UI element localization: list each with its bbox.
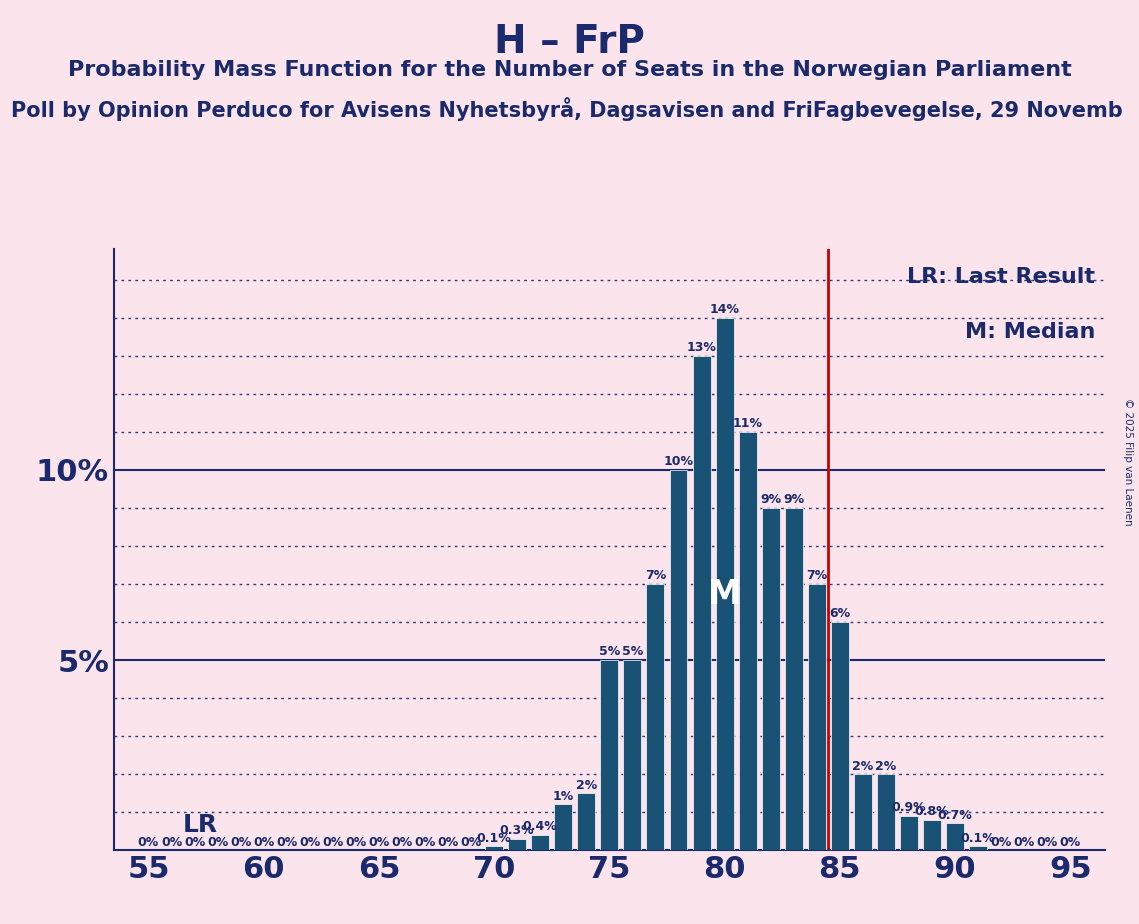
Text: 2%: 2%	[875, 760, 896, 772]
Bar	[785, 508, 803, 850]
Text: 0%: 0%	[322, 836, 344, 849]
Text: LR: Last Result: LR: Last Result	[907, 268, 1095, 287]
Text: 13%: 13%	[687, 341, 716, 355]
Text: 0%: 0%	[161, 836, 182, 849]
Text: 0.9%: 0.9%	[892, 801, 926, 814]
Bar	[923, 820, 941, 850]
Text: 0.4%: 0.4%	[523, 821, 558, 833]
Text: M: Median: M: Median	[965, 322, 1095, 342]
Bar	[485, 846, 503, 850]
Bar	[762, 508, 780, 850]
Text: 7%: 7%	[645, 569, 666, 582]
Bar	[508, 839, 526, 850]
Text: 1%: 1%	[552, 790, 574, 803]
Text: 0%: 0%	[437, 836, 459, 849]
Bar	[600, 660, 618, 850]
Bar	[900, 816, 918, 850]
Text: 9%: 9%	[784, 493, 804, 506]
Text: Probability Mass Function for the Number of Seats in the Norwegian Parliament: Probability Mass Function for the Number…	[67, 60, 1072, 80]
Text: M: M	[708, 578, 741, 611]
Text: 0%: 0%	[1036, 836, 1058, 849]
Bar	[623, 660, 641, 850]
Text: 10%: 10%	[664, 456, 694, 468]
Text: 0.7%: 0.7%	[937, 808, 973, 822]
Text: 5%: 5%	[622, 646, 644, 659]
Text: 0%: 0%	[1014, 836, 1035, 849]
Text: 0%: 0%	[368, 836, 390, 849]
Bar	[877, 774, 895, 850]
Bar	[947, 823, 964, 850]
Text: 2%: 2%	[575, 779, 597, 792]
Bar	[555, 805, 572, 850]
Text: 14%: 14%	[710, 303, 739, 316]
Text: 11%: 11%	[732, 418, 763, 431]
Text: © 2025 Filip van Laenen: © 2025 Filip van Laenen	[1123, 398, 1133, 526]
Text: 6%: 6%	[829, 607, 851, 621]
Text: 0%: 0%	[183, 836, 205, 849]
Bar	[715, 318, 734, 850]
Text: Poll by Opinion Perduco for Avisens Nyhetsbyrå, Dagsavisen and FriFagbevegelse, : Poll by Opinion Perduco for Avisens Nyhe…	[11, 97, 1123, 121]
Bar	[577, 793, 596, 850]
Bar	[693, 356, 711, 850]
Bar	[808, 584, 826, 850]
Text: LR: LR	[183, 813, 219, 837]
Text: 0%: 0%	[253, 836, 274, 849]
Text: 0%: 0%	[207, 836, 228, 849]
Text: 0%: 0%	[345, 836, 367, 849]
Text: 0%: 0%	[460, 836, 482, 849]
Bar	[854, 774, 871, 850]
Bar	[531, 835, 549, 850]
Bar	[969, 846, 988, 850]
Text: 0.1%: 0.1%	[960, 832, 995, 845]
Bar	[647, 584, 664, 850]
Bar	[739, 432, 756, 850]
Text: 5%: 5%	[599, 646, 620, 659]
Text: 2%: 2%	[852, 760, 874, 772]
Text: H – FrP: H – FrP	[494, 23, 645, 61]
Text: 7%: 7%	[806, 569, 827, 582]
Text: 0%: 0%	[300, 836, 320, 849]
Text: 0%: 0%	[991, 836, 1011, 849]
Text: 0.8%: 0.8%	[915, 805, 949, 818]
Text: 0%: 0%	[415, 836, 435, 849]
Text: 0.1%: 0.1%	[477, 832, 511, 845]
Text: 0%: 0%	[138, 836, 159, 849]
Text: 0%: 0%	[392, 836, 412, 849]
Bar	[830, 622, 849, 850]
Text: 0.3%: 0.3%	[500, 824, 534, 837]
Text: 0%: 0%	[276, 836, 297, 849]
Text: 0%: 0%	[230, 836, 252, 849]
Bar	[670, 470, 688, 850]
Text: 0%: 0%	[1059, 836, 1081, 849]
Text: 9%: 9%	[760, 493, 781, 506]
